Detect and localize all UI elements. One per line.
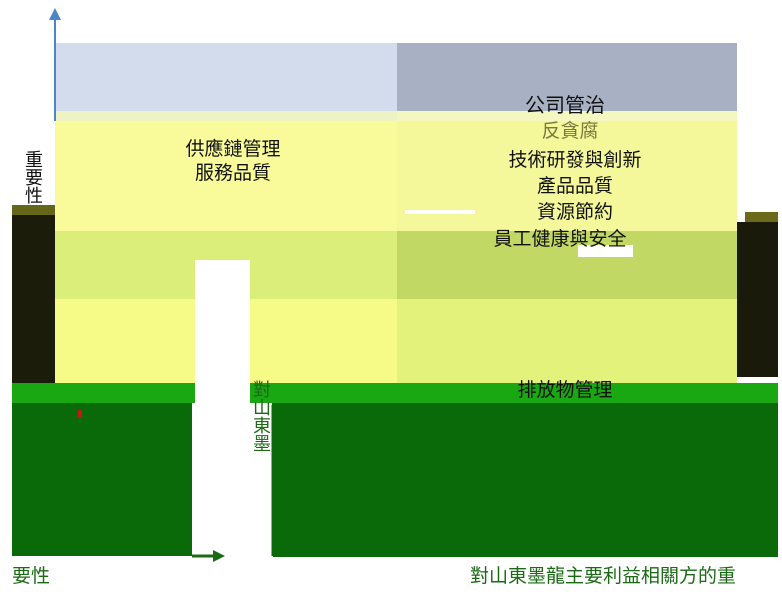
topic-anti-corruption: 反貪腐: [541, 120, 599, 142]
left-dark-bar: [12, 213, 56, 403]
topic-corporate-governance: 公司管治: [525, 93, 605, 117]
bottom-white-notch: [195, 260, 250, 405]
zone-green-band: [12, 383, 778, 403]
bottom-white-gap: [192, 403, 272, 558]
zone-strip-left: [55, 111, 397, 121]
right-dark-bar: [737, 222, 778, 377]
topic-product-quality: 產品品質: [536, 175, 613, 197]
topic-emissions-management: 排放物管理: [517, 379, 613, 401]
topic-service-quality: 服務品質: [194, 162, 271, 184]
y-axis-label-bottom: 要性: [12, 565, 51, 587]
y-axis-arrow: [49, 8, 61, 20]
left-olive-bar: [12, 205, 56, 215]
zone-mid-upper-left: [55, 121, 397, 231]
topic-employee-health-safety: 員工健康與安全: [493, 228, 627, 250]
x-center-vertical-label: 對山東墨: [250, 380, 271, 452]
topic-supply-chain: 供應鏈管理: [185, 138, 281, 160]
zone-top-left: [55, 43, 397, 111]
zone-top-right: [397, 43, 737, 111]
patch-1: [405, 210, 475, 214]
y-axis-label-top: 重要性: [22, 150, 43, 204]
x-axis-label: 對山東墨龍主要利益相關方的重: [470, 565, 737, 587]
topic-resource-saving: 資源節約: [536, 201, 613, 223]
red-marker: [78, 410, 82, 418]
right-olive-bar: [745, 212, 778, 222]
zone-mid-right: [397, 231, 737, 299]
zone-strip-right: [397, 111, 737, 121]
zone-lower-right: [397, 299, 737, 383]
topic-rd-innovation: 技術研發與創新: [508, 149, 642, 171]
patch-2: [578, 245, 633, 257]
zone-dark-green: [12, 403, 778, 556]
x-axis-arrow: [213, 550, 225, 562]
